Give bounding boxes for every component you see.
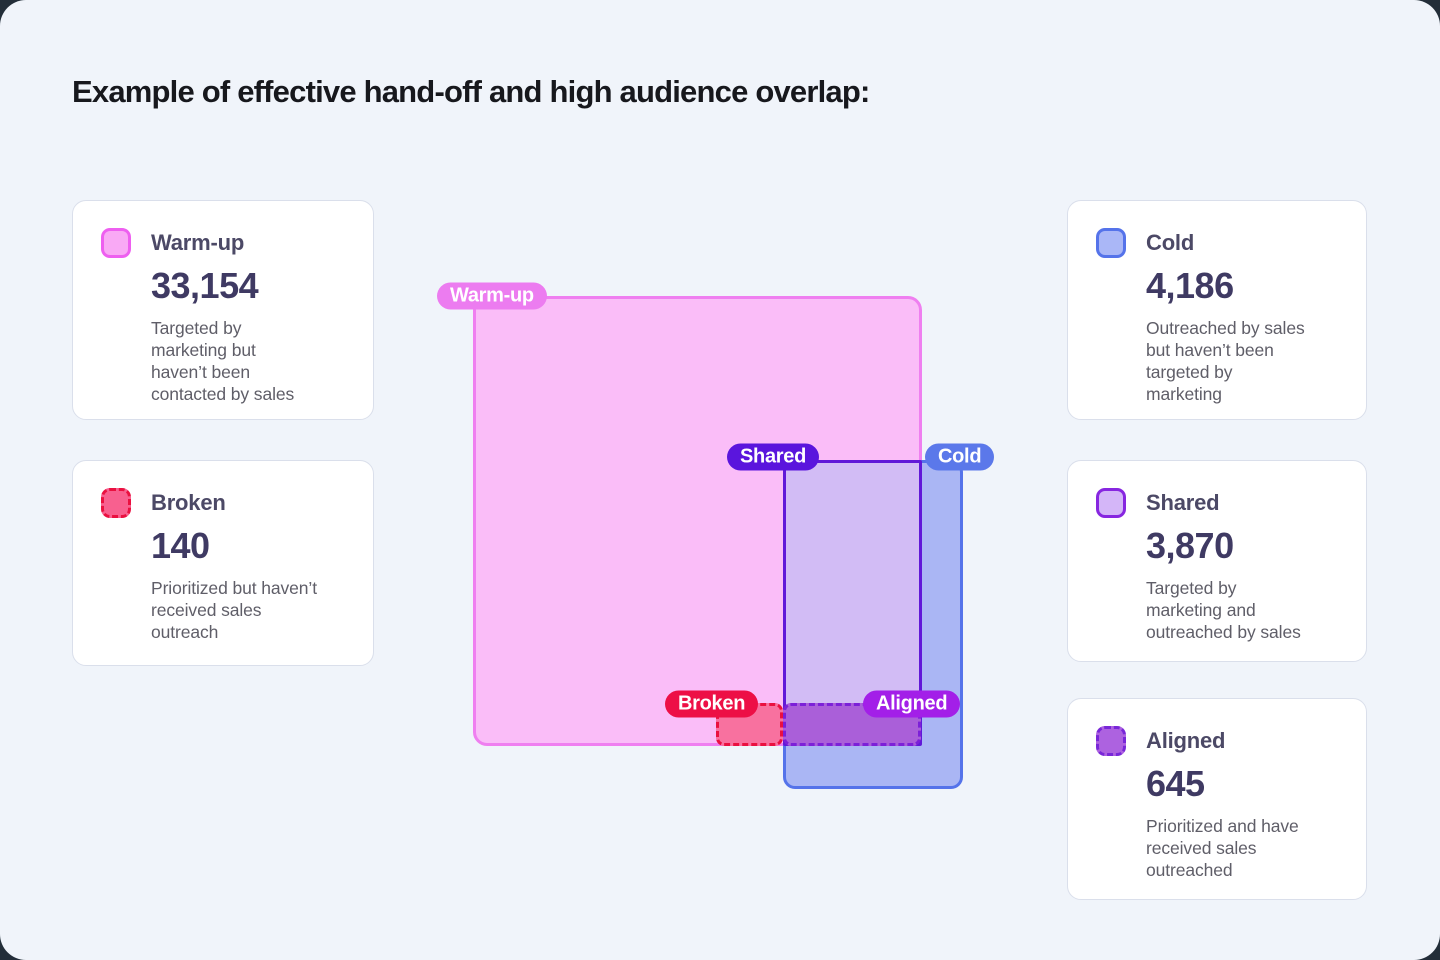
card-description: Prioritized but haven’t received sales o… — [151, 578, 317, 642]
cold-stat-card: Cold 4,186 Outreached by sales but haven… — [1067, 200, 1367, 420]
aligned-stat-card: Aligned 645 Prioritized and have receive… — [1067, 698, 1367, 900]
cold-swatch-icon — [1096, 228, 1126, 258]
broken-swatch-icon — [101, 488, 131, 518]
card-label: Aligned — [1146, 728, 1226, 753]
card-label: Shared — [1146, 490, 1220, 515]
aligned-label-pill: Aligned — [863, 690, 961, 718]
card-header: Cold — [1096, 228, 1338, 258]
card-description: Prioritized and have received sales outr… — [1146, 816, 1299, 880]
shared-stat-card: Shared 3,870 Targeted by marketing and o… — [1067, 460, 1367, 662]
warm-up-stat-card: Warm-up 33,154 Targeted by marketing but… — [72, 200, 374, 420]
card-value: 645 — [1146, 763, 1205, 804]
shared-label-pill: Shared — [727, 443, 820, 471]
card-value: 3,870 — [1146, 525, 1234, 566]
card-label: Cold — [1146, 230, 1195, 255]
card-value: 140 — [151, 525, 210, 566]
card-body: 140 Prioritized but haven’t received sal… — [151, 525, 345, 643]
card-header: Shared — [1096, 488, 1338, 518]
shared-swatch-icon — [1096, 488, 1126, 518]
aligned-swatch-icon — [1096, 726, 1126, 756]
warm-up-swatch-icon — [101, 228, 131, 258]
page-title: Example of effective hand-off and high a… — [72, 74, 870, 109]
card-header: Warm-up — [101, 228, 345, 258]
card-label: Warm-up — [151, 230, 245, 255]
card-description: Targeted by marketing but haven’t been c… — [151, 318, 295, 404]
card-header: Broken — [101, 488, 345, 518]
card-body: 645 Prioritized and have received sales … — [1146, 763, 1338, 881]
cold-label-pill: Cold — [925, 443, 995, 471]
card-description: Targeted by marketing and outreached by … — [1146, 578, 1301, 642]
card-body: 33,154 Targeted by marketing but haven’t… — [151, 265, 345, 405]
card-value: 4,186 — [1146, 265, 1234, 306]
card-value: 33,154 — [151, 265, 259, 306]
card-body: 3,870 Targeted by marketing and outreach… — [1146, 525, 1338, 643]
card-description: Outreached by sales but haven’t been tar… — [1146, 318, 1305, 404]
card-label: Broken — [151, 490, 226, 515]
broken-stat-card: Broken 140 Prioritized but haven’t recei… — [72, 460, 374, 666]
card-header: Aligned — [1096, 726, 1338, 756]
warm-up-label-pill: Warm-up — [437, 282, 547, 310]
card-body: 4,186 Outreached by sales but haven’t be… — [1146, 265, 1338, 405]
broken-label-pill: Broken — [665, 690, 759, 718]
